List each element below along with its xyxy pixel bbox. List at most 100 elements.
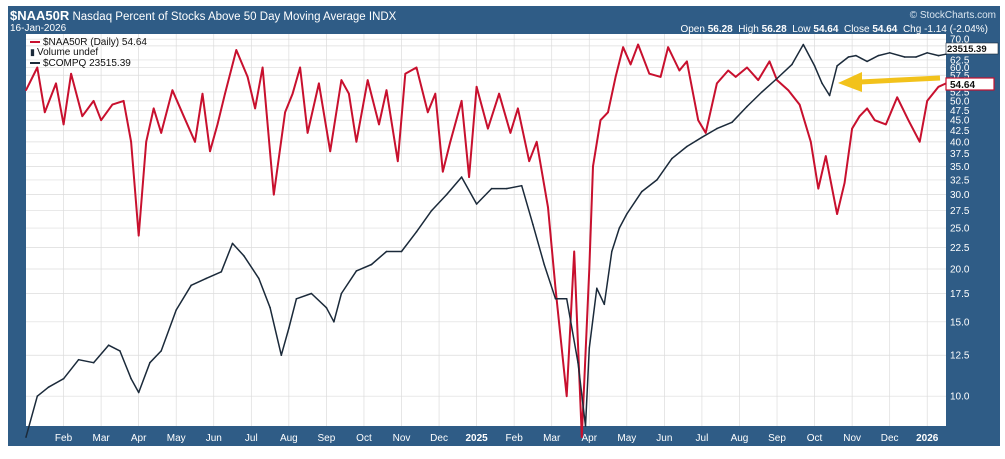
x-tick-label: Dec: [430, 433, 448, 444]
naa50r-point: [716, 82, 718, 85]
overlay-value-label: 23515.39: [947, 44, 987, 55]
naa50r-point: [907, 119, 910, 121]
y-tick-label: 32.5: [950, 175, 970, 186]
naa50r-point: [130, 141, 132, 143]
compq-point: [543, 263, 545, 266]
naa50r-point: [588, 268, 591, 270]
legend: $NAA50R (Daily) 54.64 ▮ Volume undef $CO…: [30, 37, 147, 69]
compq-point: [603, 303, 606, 306]
arrow-shaft: [859, 75, 941, 85]
y-tick-label: 25.0: [950, 224, 970, 235]
x-tick-label: Mar: [92, 433, 110, 444]
naa50r-point: [697, 119, 699, 121]
compq-point: [385, 250, 388, 253]
compq-point: [836, 65, 838, 67]
naa50r-point: [866, 107, 868, 110]
compq-point: [776, 77, 778, 80]
y-tick-label: 62.5: [950, 55, 970, 66]
compq-point: [847, 56, 850, 58]
y-tick-label: 52.5: [950, 87, 970, 98]
naa50r-point: [100, 119, 102, 121]
naa50r-point: [397, 160, 399, 162]
naa50r-point: [787, 89, 790, 91]
series-layer: [25, 43, 947, 439]
compq-point: [888, 52, 891, 54]
compq-point: [119, 350, 121, 352]
chg-label: Chg: [902, 24, 922, 35]
compq-point: [295, 298, 298, 300]
x-tick-label: Nov: [843, 433, 861, 444]
y-tick-label: 15.0: [950, 317, 970, 328]
naa50r-point: [607, 111, 609, 114]
compq-point: [269, 306, 271, 309]
naa50r-point: [896, 96, 898, 99]
naa50r-point: [70, 72, 72, 75]
symbol: $NAA50R: [10, 8, 70, 23]
naa50r-point: [667, 46, 669, 48]
compq-point: [671, 157, 673, 160]
legend-compq-label: $COMPQ 23515.39: [43, 58, 131, 69]
compq-point: [520, 184, 523, 187]
y-tick-label: 27.5: [950, 206, 970, 217]
compq-point: [505, 187, 508, 190]
naa50r-point: [329, 150, 332, 153]
plot-area: [26, 34, 946, 426]
naa50r-point: [836, 213, 838, 215]
compq-point: [791, 63, 793, 66]
compq-point: [288, 327, 290, 329]
y-tick-label: 22.5: [950, 243, 970, 254]
compq-point: [915, 56, 917, 58]
naa50r-point: [55, 82, 57, 85]
naa50r-point: [509, 132, 512, 134]
x-tick-label: Nov: [393, 433, 411, 444]
compq-point: [821, 82, 823, 85]
naa50r-point: [152, 107, 155, 110]
high-value: 56.28: [761, 24, 787, 35]
compq-point: [310, 292, 313, 295]
naa50r-point: [843, 182, 846, 184]
compq-point: [92, 361, 95, 364]
naa50r-point: [340, 79, 343, 81]
naa50r-point: [318, 82, 320, 85]
naa50r-point: [659, 76, 662, 78]
naa50r-point: [145, 141, 147, 143]
overlay-value-box: [945, 42, 999, 55]
x-tick-label: Feb: [506, 433, 524, 444]
naa50r-point: [746, 66, 748, 69]
compq-point: [47, 386, 50, 389]
x-tick-label: Jul: [696, 433, 709, 444]
compq-point: [36, 395, 39, 398]
naa50r-point: [385, 89, 388, 91]
compq-point: [430, 209, 433, 212]
compq-point: [596, 287, 598, 290]
x-tick-label: 2025: [465, 433, 488, 444]
yellow-arrow: [838, 72, 941, 92]
chart-date: 16-Jan-2026: [10, 23, 67, 34]
compq-point: [716, 127, 718, 130]
naa50r-point: [404, 72, 407, 75]
naa50r-point: [284, 111, 286, 114]
naa50r-point: [224, 92, 226, 95]
x-tick-label: Mar: [543, 433, 561, 444]
naa50r-point: [592, 165, 594, 168]
x-tick-label: May: [167, 433, 186, 444]
arrow-head: [838, 72, 862, 92]
y-tick-label: 40.0: [950, 137, 970, 148]
ohlc-readout: Open 56.28 High 56.28 Low 54.64 Close 54…: [680, 24, 988, 35]
compq-point: [475, 203, 478, 205]
compq-point: [588, 347, 591, 349]
naa50r-point: [547, 206, 549, 209]
naa50r-point: [528, 160, 530, 162]
compq-point: [62, 377, 65, 380]
compq-point: [325, 306, 328, 309]
x-tick-label: Feb: [55, 433, 73, 444]
naa50r-point: [122, 100, 125, 102]
naa50r-point: [378, 123, 380, 126]
naa50r-point: [194, 141, 196, 143]
exchange: INDX: [368, 11, 397, 23]
naa50r-point: [565, 395, 568, 398]
compq-point: [701, 136, 703, 139]
naa50r-point: [517, 107, 519, 110]
naa50r-point: [678, 69, 681, 72]
